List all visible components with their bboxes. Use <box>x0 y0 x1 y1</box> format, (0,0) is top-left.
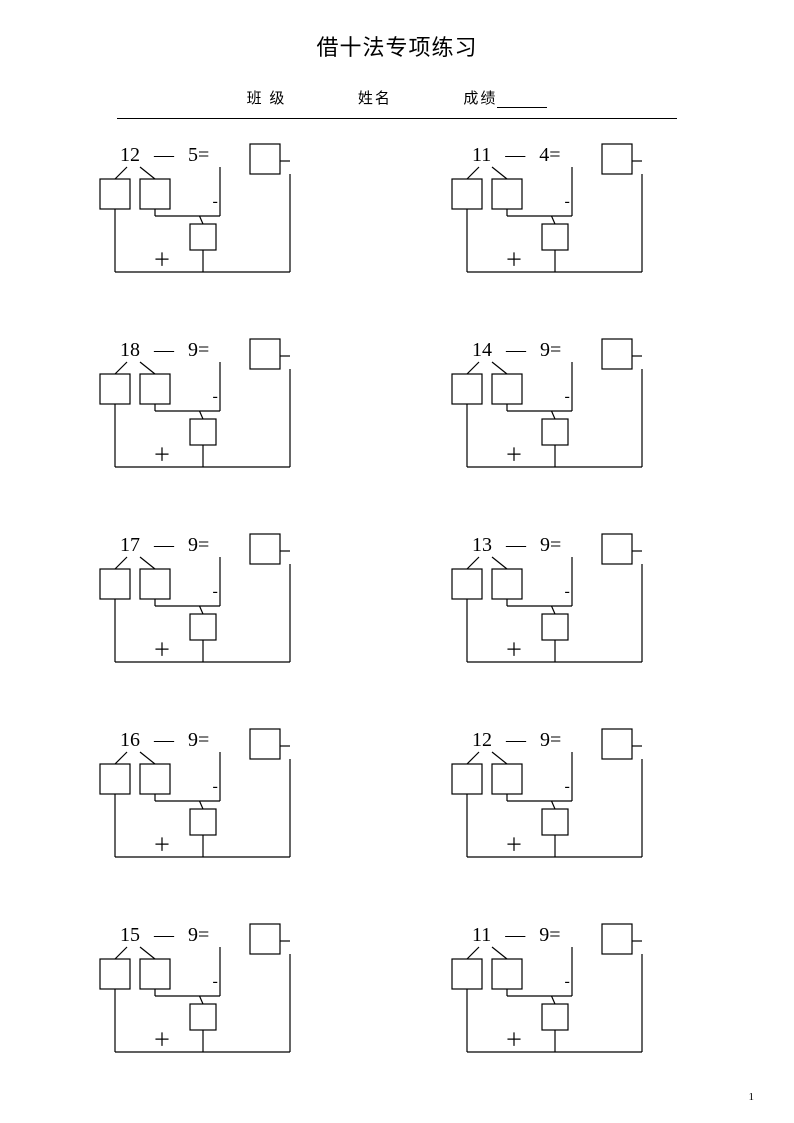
split-box-left[interactable] <box>100 179 130 209</box>
decomposition-diagram: ‑＋ <box>80 339 330 489</box>
decomposition-diagram: ‑＋ <box>80 534 330 684</box>
decomposition-diagram: ‑＋ <box>80 144 330 294</box>
split-box-right[interactable] <box>492 179 522 209</box>
problem: 16—9=‑＋ <box>80 729 362 879</box>
split-box-right[interactable] <box>492 569 522 599</box>
class-label: 班 级 <box>247 91 287 107</box>
split-box-left[interactable] <box>452 569 482 599</box>
answer-box[interactable] <box>250 534 280 564</box>
answer-box[interactable] <box>602 924 632 954</box>
split-box-left[interactable] <box>452 764 482 794</box>
problem: 14—9=‑＋ <box>432 339 714 489</box>
plus-symbol: ＋ <box>505 445 523 465</box>
score-underline <box>497 107 547 108</box>
mid-box[interactable] <box>542 419 568 445</box>
mid-box[interactable] <box>542 1004 568 1030</box>
split-box-right[interactable] <box>140 374 170 404</box>
answer-box[interactable] <box>602 144 632 174</box>
minus-symbol: ‑ <box>565 973 570 990</box>
split-box-left[interactable] <box>452 374 482 404</box>
split-box-right[interactable] <box>140 764 170 794</box>
split-box-left[interactable] <box>100 374 130 404</box>
minus-symbol: ‑ <box>213 583 218 600</box>
plus-symbol: ＋ <box>153 640 171 660</box>
answer-box[interactable] <box>602 339 632 369</box>
answer-box[interactable] <box>602 534 632 564</box>
decomposition-diagram: ‑＋ <box>432 144 682 294</box>
minus-symbol: ‑ <box>565 778 570 795</box>
split-box-right[interactable] <box>492 959 522 989</box>
split-box-right[interactable] <box>140 179 170 209</box>
mid-box[interactable] <box>190 614 216 640</box>
mid-box[interactable] <box>190 809 216 835</box>
answer-box[interactable] <box>602 729 632 759</box>
decomposition-diagram: ‑＋ <box>80 924 330 1074</box>
plus-symbol: ＋ <box>153 1030 171 1050</box>
split-box-left[interactable] <box>452 959 482 989</box>
problem: 12—9=‑＋ <box>432 729 714 879</box>
decomposition-diagram: ‑＋ <box>432 729 682 879</box>
split-box-right[interactable] <box>140 959 170 989</box>
split-box-right[interactable] <box>140 569 170 599</box>
header-underline <box>117 118 677 119</box>
answer-box[interactable] <box>250 144 280 174</box>
mid-box[interactable] <box>542 224 568 250</box>
problem: 17—9=‑＋ <box>80 534 362 684</box>
mid-box[interactable] <box>190 1004 216 1030</box>
problem: 11—9=‑＋ <box>432 924 714 1074</box>
plus-symbol: ＋ <box>153 250 171 270</box>
minus-symbol: ‑ <box>565 388 570 405</box>
score-label: 成绩 <box>463 91 497 107</box>
plus-symbol: ＋ <box>153 835 171 855</box>
minus-symbol: ‑ <box>565 583 570 600</box>
split-box-left[interactable] <box>100 569 130 599</box>
problem: 11—4=‑＋ <box>432 144 714 294</box>
plus-symbol: ＋ <box>505 1030 523 1050</box>
page-number: 1 <box>749 1091 755 1103</box>
decomposition-diagram: ‑＋ <box>432 924 682 1074</box>
minus-symbol: ‑ <box>213 778 218 795</box>
decomposition-diagram: ‑＋ <box>432 534 682 684</box>
split-box-left[interactable] <box>100 959 130 989</box>
decomposition-diagram: ‑＋ <box>432 339 682 489</box>
minus-symbol: ‑ <box>213 973 218 990</box>
name-label: 姓名 <box>358 91 392 107</box>
mid-box[interactable] <box>190 419 216 445</box>
minus-symbol: ‑ <box>213 193 218 210</box>
decomposition-diagram: ‑＋ <box>80 729 330 879</box>
mid-box[interactable] <box>542 614 568 640</box>
plus-symbol: ＋ <box>505 250 523 270</box>
minus-symbol: ‑ <box>565 193 570 210</box>
mid-box[interactable] <box>190 224 216 250</box>
problem: 18—9=‑＋ <box>80 339 362 489</box>
split-box-right[interactable] <box>492 764 522 794</box>
problem: 13—9=‑＋ <box>432 534 714 684</box>
split-box-right[interactable] <box>492 374 522 404</box>
plus-symbol: ＋ <box>505 835 523 855</box>
answer-box[interactable] <box>250 339 280 369</box>
mid-box[interactable] <box>542 809 568 835</box>
answer-box[interactable] <box>250 924 280 954</box>
page-title: 借十法专项练习 <box>60 30 734 62</box>
plus-symbol: ＋ <box>505 640 523 660</box>
plus-symbol: ＋ <box>153 445 171 465</box>
problem: 12—5=‑＋ <box>80 144 362 294</box>
header-line: 班 级 姓名 成绩 <box>60 87 734 108</box>
minus-symbol: ‑ <box>213 388 218 405</box>
split-box-left[interactable] <box>452 179 482 209</box>
answer-box[interactable] <box>250 729 280 759</box>
problem: 15—9=‑＋ <box>80 924 362 1074</box>
split-box-left[interactable] <box>100 764 130 794</box>
problem-grid: 12—5=‑＋11—4=‑＋18—9=‑＋14—9=‑＋17—9=‑＋13—9=… <box>60 144 734 1074</box>
